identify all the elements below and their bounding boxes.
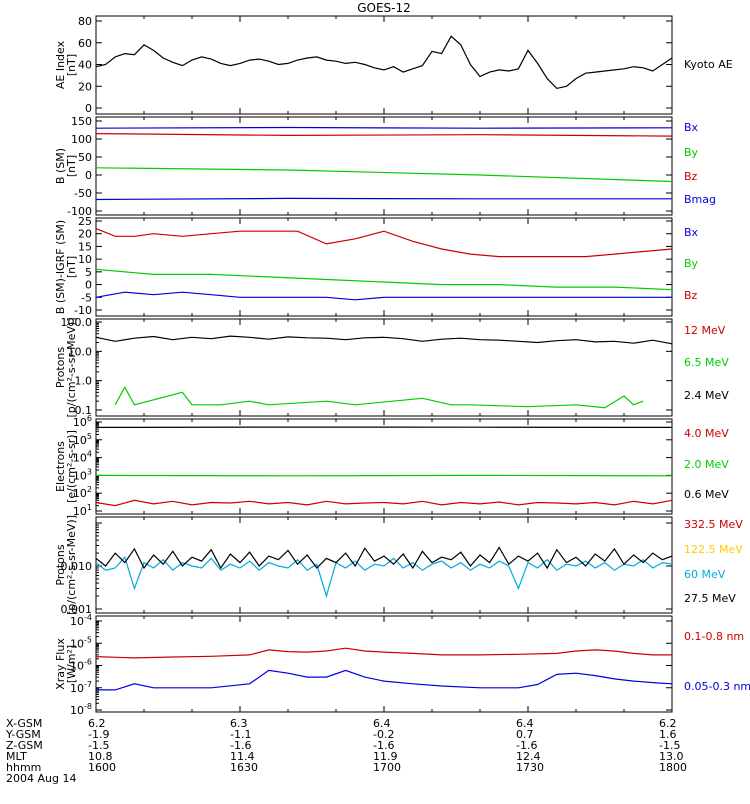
legend-label: 0.1-0.8 nm	[684, 630, 744, 643]
legend-label: Bx	[684, 226, 699, 239]
series-line	[96, 336, 672, 344]
legend-label: 4.0 MeV	[684, 427, 729, 440]
y-axis-label: [p/(cm²-s-sr-MeV)]	[65, 318, 78, 418]
legend-label: 0.6 MeV	[684, 488, 729, 501]
y-tick-label: 60	[78, 37, 92, 50]
series-line	[96, 557, 672, 596]
panel-frame-electrons	[96, 419, 672, 514]
series-line	[96, 670, 672, 690]
series-line	[96, 500, 672, 505]
legend-label: 6.5 MeV	[684, 356, 729, 369]
legend-label: 12 MeV	[684, 324, 726, 337]
legend-label: Bz	[684, 170, 698, 183]
y-tick-label: 20	[78, 228, 92, 241]
y-axis-label: [W/m²]	[65, 645, 78, 683]
series-line	[96, 548, 672, 569]
legend-label: 332.5 MeV	[684, 518, 743, 531]
y-tick-label: 0	[85, 169, 92, 182]
legend-label: Bmag	[684, 193, 716, 206]
ephemeris-value: 1730	[516, 762, 544, 773]
y-tick-label: 150	[71, 115, 92, 128]
ephemeris-value: 1800	[659, 762, 687, 773]
ephemeris-value: 1700	[373, 762, 401, 773]
series-line	[96, 648, 672, 658]
ephemeris-date: 2004 Aug 14	[6, 773, 76, 784]
y-tick-label: -50	[74, 187, 92, 200]
y-tick-label: 20	[78, 80, 92, 93]
legend-label: By	[684, 146, 699, 159]
series-line	[96, 198, 672, 199]
legend-label: Bz	[684, 289, 698, 302]
panel-frame-bdiff	[96, 218, 672, 316]
y-tick-label: 10	[78, 253, 92, 266]
panel-frame-bfield	[96, 117, 672, 215]
series-line	[96, 229, 672, 257]
panel-frame-xray	[96, 616, 672, 712]
legend-label: 2.0 MeV	[684, 458, 729, 471]
y-tick-label: 0	[85, 102, 92, 115]
y-axis-label: [nT]	[65, 256, 78, 278]
y-tick-label: 100	[71, 133, 92, 146]
legend-label: By	[684, 257, 699, 270]
y-tick-label: 106	[73, 414, 92, 429]
y-tick-label: 10-8	[70, 702, 92, 717]
y-tick-label: 80	[78, 15, 92, 28]
series-line	[96, 168, 672, 182]
legend-label: 0.05-0.3 nm	[684, 680, 750, 693]
ephemeris-value: 1630	[230, 762, 258, 773]
legend-label: Kyoto AE	[684, 58, 733, 71]
y-tick-label: 5	[85, 266, 92, 279]
legend-label: Bx	[684, 121, 699, 134]
legend-label: 27.5 MeV	[684, 592, 736, 605]
series-line	[96, 36, 672, 88]
legend-label: 60 MeV	[684, 568, 726, 581]
y-tick-label: 50	[78, 151, 92, 164]
chart-title: GOES-12	[357, 1, 411, 15]
y-tick-label: 25	[78, 215, 92, 228]
series-line	[96, 134, 672, 137]
y-tick-label: 15	[78, 240, 92, 253]
y-axis-label: [nT]	[65, 54, 78, 76]
y-axis-label: [p/(cm²-s-sr-MeV)]	[65, 515, 78, 615]
y-tick-label: 10-4	[70, 613, 92, 628]
y-tick-label: 0	[85, 279, 92, 292]
ephemeris-value: 1600	[88, 762, 116, 773]
y-axis-label: [nT]	[65, 155, 78, 177]
series-line	[96, 292, 672, 300]
y-tick-label: 40	[78, 59, 92, 72]
y-axis-label: [e/(cm²-s-sr)]	[65, 430, 78, 503]
legend-label: 2.4 MeV	[684, 389, 729, 402]
legend-label: 122.5 MeV	[684, 543, 743, 556]
series-line	[115, 387, 643, 408]
series-line	[96, 269, 672, 289]
series-line	[96, 128, 672, 129]
y-tick-label: -5	[81, 291, 92, 304]
